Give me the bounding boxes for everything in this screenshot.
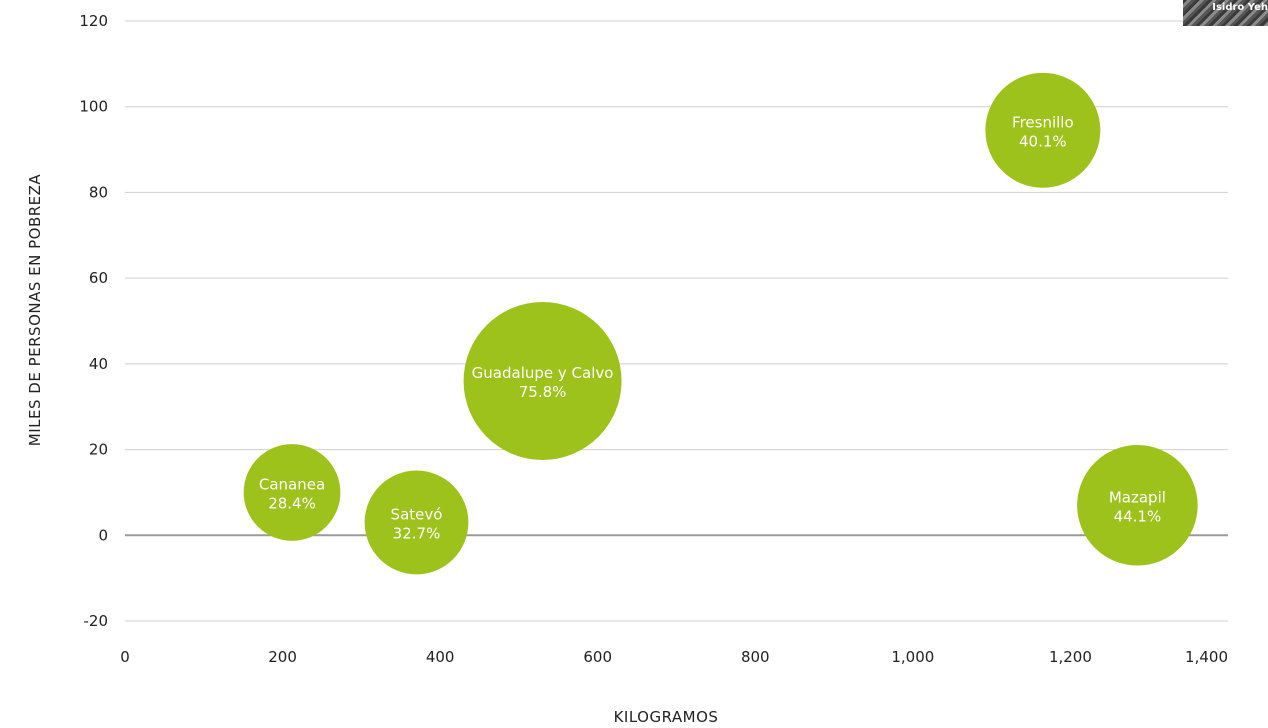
y-tick-label: 60 — [89, 269, 108, 287]
x-tick-label: 1,400 — [1185, 648, 1228, 666]
watermark-image: Isidro Yeh — [1183, 0, 1268, 26]
bubble-percent-label: 75.8% — [519, 383, 567, 401]
bubble-percent-label: 28.4% — [268, 494, 316, 512]
x-tick-label: 1,200 — [1049, 648, 1092, 666]
bubble-circle — [243, 444, 341, 541]
x-tick-label: 800 — [741, 648, 770, 666]
x-tick-label: 200 — [268, 648, 297, 666]
y-tick-label: -20 — [84, 612, 109, 630]
x-tick-label: 600 — [583, 648, 612, 666]
bubble-percent-label: 44.1% — [1114, 507, 1162, 525]
x-tick-label: 0 — [120, 648, 130, 666]
y-tick-label: 100 — [79, 98, 108, 116]
y-tick-label: 20 — [89, 441, 108, 459]
bubble-name-label: Mazapil — [1109, 488, 1166, 506]
bubble-circle — [463, 302, 622, 460]
x-tick-label: 1,000 — [891, 648, 934, 666]
bubble-name-label: Guadalupe y Calvo — [472, 364, 614, 382]
bubble-circle — [364, 470, 469, 575]
bubble-percent-label: 32.7% — [393, 524, 441, 542]
y-tick-label: 0 — [98, 526, 108, 544]
bubble-circle — [985, 72, 1101, 188]
y-tick-label: 40 — [89, 355, 108, 373]
x-tick-label: 400 — [426, 648, 455, 666]
bubble-name-label: Fresnillo — [1012, 113, 1074, 131]
bubble-percent-label: 40.1% — [1019, 132, 1067, 150]
x-axis-title: KILOGRAMOS — [614, 708, 719, 726]
bubble-name-label: Satevó — [391, 505, 443, 523]
y-axis-ticks: 120 100 80 60 40 20 0 -20 — [79, 12, 108, 630]
bubble-circle — [1077, 445, 1198, 566]
y-tick-label: 120 — [79, 12, 108, 30]
y-tick-label: 80 — [89, 183, 108, 201]
x-axis-ticks: 0 200 400 600 800 1,000 1,200 1,400 — [120, 648, 1228, 666]
y-axis-title: MILES DE PERSONAS EN POBREZA — [26, 174, 44, 447]
bubble-name-label: Cananea — [259, 475, 325, 493]
